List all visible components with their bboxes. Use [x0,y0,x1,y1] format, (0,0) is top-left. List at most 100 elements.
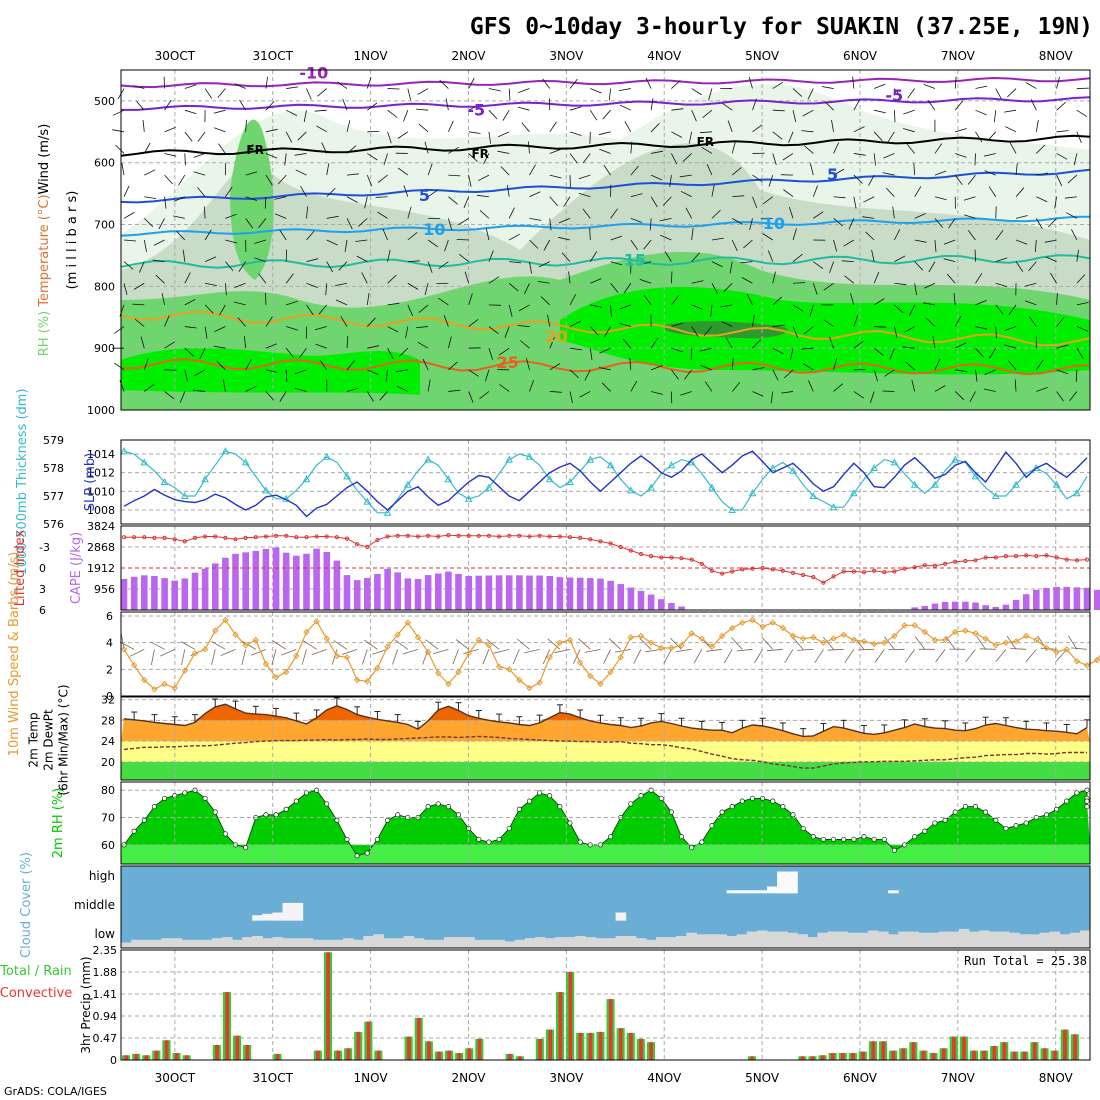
temperature-tick-label: 20 [101,756,115,769]
cape-bar [465,576,472,610]
thickness-marker [708,483,716,491]
wind-barb [1056,101,1066,111]
lifted-index-marker [527,534,532,539]
cape-bar [526,575,533,610]
wind-speed-marker [323,635,330,642]
wind-barb [873,298,885,306]
wind-speed-marker [840,631,847,638]
wind-barb [793,282,806,284]
wind-barb [1036,196,1048,203]
low-cloud-bar [312,939,324,948]
cape-bar [637,590,645,610]
low-cloud-bar [161,938,172,948]
wind-barb [967,174,976,185]
low-cloud-bar [595,938,606,948]
lifted-index-marker [932,563,938,569]
wind-barb [589,348,593,361]
precip-convective-bar [225,992,229,1060]
wind-barb [803,326,814,335]
wind-barb [703,326,713,336]
wind-barb [894,255,906,262]
wind-barb [265,369,278,373]
precip-convective-bar [235,1035,240,1060]
wind-barb [258,218,267,229]
precip-convective-bar [750,1056,754,1060]
wind-barb [727,120,733,132]
wind-speed-marker [982,635,989,642]
wind-speed-marker [242,642,249,649]
low-cloud-bar [565,937,576,948]
wind-barb [569,391,573,404]
wind-barb [788,206,794,219]
wind-barb [892,206,895,219]
wind-barb [233,301,246,306]
wind-speed-marker [911,622,918,629]
low-cloud-bar [474,939,485,948]
thickness-tick-label: 579 [43,434,64,447]
low-cloud-bar [1069,932,1081,948]
wind-barb [902,346,915,349]
rh-marker [861,834,867,840]
wind-barb [629,357,632,370]
surface-wind-barb [512,649,520,665]
surface-wind-barb [150,641,165,650]
rh-marker [851,836,857,842]
wind-speed-marker [850,636,858,644]
lifted-index-marker [973,558,978,563]
wind-barb [812,185,818,197]
wind-barb [923,84,936,89]
wind-barb [542,78,551,89]
cape-bar [333,560,341,610]
wind-barb [853,174,863,184]
cape-bar [931,603,939,610]
lifted-index-marker [405,533,410,538]
low-cloud-bar [191,939,203,948]
cloud-ylabel: Cloud Cover (%) [19,852,34,958]
surface-wind-barb [402,648,419,655]
wind-barb [438,261,449,270]
wind-barb [772,153,777,166]
wind-speed-marker [374,664,381,672]
wind-barb [488,88,501,92]
wind-barb [468,104,480,111]
surface-wind-barb [452,649,459,665]
wind-barb [387,326,399,333]
wind-speed-marker [404,619,412,626]
wind-barb [680,391,692,396]
wind-barb [387,131,392,144]
lifted-index-marker [152,535,157,541]
bottom-date-label: 8NOV [1039,1071,1074,1085]
wind-barb [152,259,165,263]
wind-barb [547,314,551,327]
wind-barb [509,233,520,241]
wind-barb [601,382,611,392]
wind-speed-marker [830,635,837,642]
wind-barb [424,141,429,154]
precip-convective-bar [144,1055,149,1060]
thickness-marker [809,491,818,499]
wind-barb [526,358,530,370]
wind-speed-marker [465,650,472,657]
rh-marker [395,812,401,818]
wind-speed-marker [232,631,239,638]
cape-bar [130,576,138,610]
wind-barb [1004,326,1017,331]
wind-barb [529,217,542,221]
rh-marker [749,795,756,801]
isotherm-label: 10 [763,214,785,233]
precip-convective-bar [407,1036,411,1060]
wind-speed-marker [445,680,452,688]
wind-barb [650,365,663,371]
wind-barb [907,88,915,99]
precip-convective-bar [326,952,330,1060]
isotherm-label: 10 [423,220,445,239]
wind-barb [894,304,904,314]
wind-barb [346,120,351,132]
wind-barb [954,315,962,327]
wind-barb [746,293,753,306]
cape-bar [445,571,452,610]
wind-barb [812,283,818,295]
wind-barb [317,88,327,97]
surface-wind-barb [1006,635,1017,650]
cape-bar [201,568,209,610]
